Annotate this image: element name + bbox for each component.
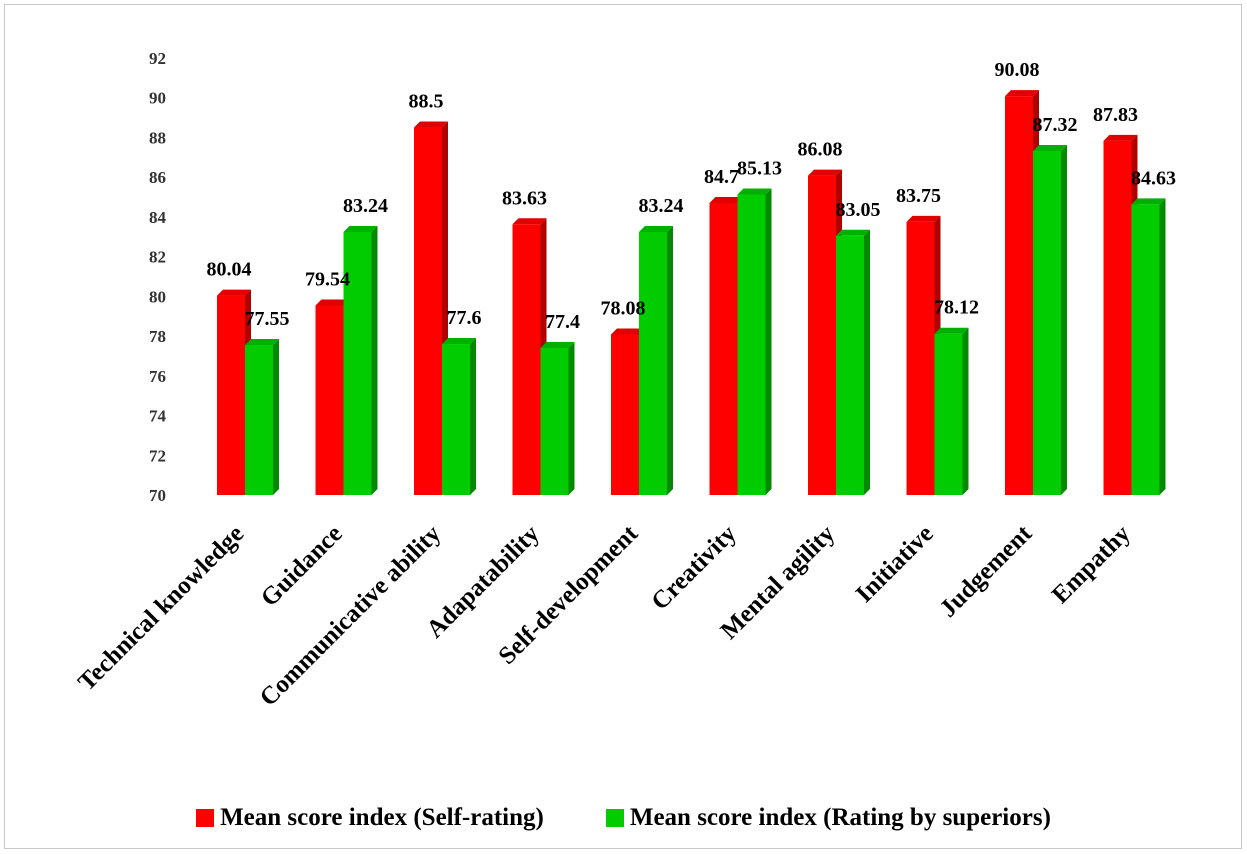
x-tick-label: Judgement xyxy=(935,520,1038,623)
y-tick-label: 82 xyxy=(149,248,166,267)
x-tick-label: Communicative ability xyxy=(255,520,447,712)
bar-superiors xyxy=(639,226,673,496)
bars xyxy=(217,90,1166,496)
data-label: 83.75 xyxy=(896,185,941,207)
y-tick-label: 80 xyxy=(149,287,166,306)
y-tick-label: 90 xyxy=(149,89,166,108)
y-tick-label: 86 xyxy=(149,168,166,187)
data-label: 86.08 xyxy=(798,139,843,161)
data-label: 83.24 xyxy=(639,195,684,217)
data-label: 90.08 xyxy=(995,59,1040,81)
y-tick-label: 78 xyxy=(149,327,166,346)
data-labels: 80.04 77.55 79.54 83.24 88.5 77.6 83.63 77.4 78.… xyxy=(207,59,1177,333)
bar-superiors xyxy=(442,338,476,495)
data-label: 83.05 xyxy=(836,199,881,221)
data-label: 80.04 xyxy=(207,259,252,281)
bar-superiors xyxy=(1033,144,1067,495)
y-tick-label: 76 xyxy=(149,367,166,386)
data-label: 84.63 xyxy=(1131,167,1176,189)
data-label: 83.63 xyxy=(502,187,547,209)
x-tick-label: Initiative xyxy=(851,520,939,608)
legend-label-superiors: Mean score index (Rating by superiors) xyxy=(629,804,1051,831)
data-label: 87.32 xyxy=(1033,114,1078,136)
y-tick-label: 84 xyxy=(149,208,167,227)
data-label: 78.08 xyxy=(601,298,646,320)
y-tick-label: 74 xyxy=(149,407,167,426)
legend-swatch-superiors xyxy=(605,809,624,827)
legend: Mean score index (Self-rating) Mean scor… xyxy=(0,798,1247,838)
bar-superiors xyxy=(934,327,969,495)
x-tick-label: Technical knowledge xyxy=(73,520,249,696)
bar-superiors xyxy=(343,226,378,496)
y-tick-label: 92 xyxy=(149,49,166,68)
bar-superiors xyxy=(836,229,870,495)
data-label: 87.83 xyxy=(1093,104,1138,126)
data-label: 77.4 xyxy=(545,311,580,333)
y-axis: 70 72 74 76 78 80 82 84 86 88 90 92 xyxy=(149,49,167,505)
x-tick-label: Guidance xyxy=(256,520,348,612)
data-label: 78.12 xyxy=(934,297,979,319)
x-tick-label: Empathy xyxy=(1047,520,1136,609)
data-label: 88.5 xyxy=(409,91,444,113)
bar-superiors xyxy=(245,339,279,495)
x-tick-label: Creativity xyxy=(646,520,742,616)
y-tick-label: 70 xyxy=(149,486,166,505)
y-tick-label: 88 xyxy=(149,128,166,147)
data-label: 85.13 xyxy=(737,157,782,179)
bar-self-rating xyxy=(709,197,744,495)
data-label: 79.54 xyxy=(305,269,350,291)
data-label: 77.6 xyxy=(447,307,482,329)
legend-label-self-rating: Mean score index (Self-rating) xyxy=(220,804,544,831)
legend-swatch-self-rating xyxy=(196,809,215,827)
legend-item-self-rating: Mean score index (Self-rating) xyxy=(196,804,544,832)
bar-superiors xyxy=(540,342,575,495)
bar-superiors xyxy=(737,188,772,495)
x-axis: Technical knowledge GuidanceCommunicative… xyxy=(73,520,1136,712)
legend-item-superiors: Mean score index (Rating by superiors) xyxy=(605,804,1051,832)
data-label: 84.7 xyxy=(704,166,739,188)
data-label: 77.55 xyxy=(245,308,290,330)
y-tick-label: 72 xyxy=(149,446,166,465)
bar-superiors xyxy=(1131,198,1166,495)
data-label: 83.24 xyxy=(343,195,388,217)
